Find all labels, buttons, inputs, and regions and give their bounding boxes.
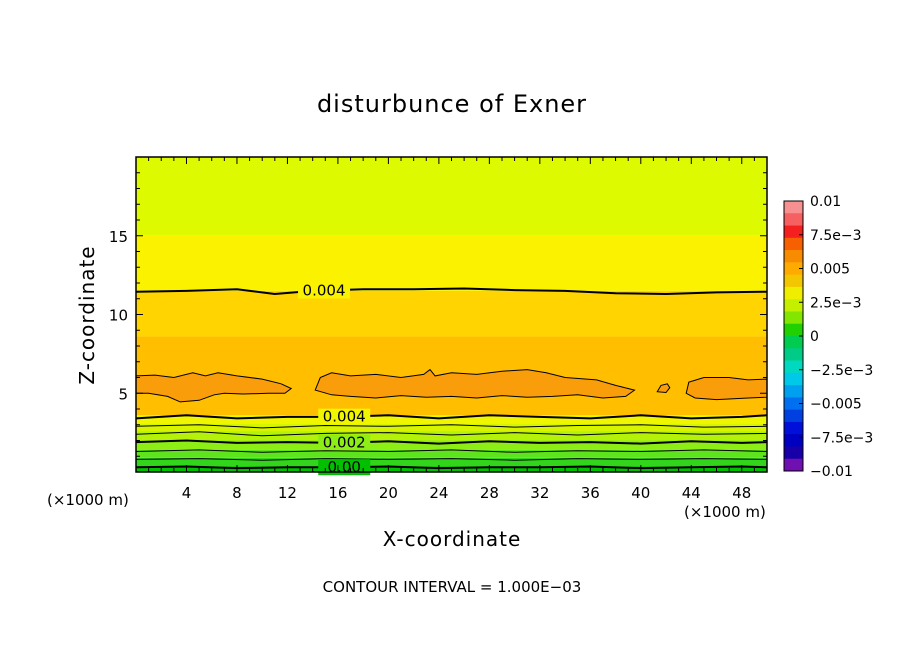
x-tick-label: 20 — [379, 484, 398, 502]
colorbar-swatch — [784, 421, 803, 435]
colorbar-tick-label: −0.005 — [810, 397, 862, 413]
colorbar-swatch — [784, 372, 803, 386]
colorbar-swatch — [784, 458, 803, 472]
plot-area — [135, 157, 768, 472]
contour-line-1 — [135, 414, 768, 420]
x-tick-label: 40 — [631, 484, 650, 502]
contour-line-7 — [135, 465, 768, 470]
colorbar-swatch — [784, 201, 803, 214]
contour-line-3 — [135, 431, 768, 437]
contour-band-8 — [136, 290, 767, 337]
orange-region-1 — [314, 368, 636, 399]
contour-line-5 — [135, 449, 768, 453]
contour-label-bg-0 — [298, 282, 351, 299]
contour-label-bg-4 — [318, 434, 371, 451]
orange-region-0 — [135, 372, 293, 403]
contour-label-1: 0.004 — [323, 408, 366, 426]
colorbar-tick-label: 2.5e−3 — [810, 295, 862, 311]
x-tick-label: 32 — [530, 484, 549, 502]
y-tick-label: 10 — [109, 307, 128, 325]
contour-band-2 — [136, 449, 767, 458]
x-tick-label: 44 — [682, 484, 701, 502]
colorbar-swatch — [784, 360, 803, 374]
x-axis-label: X-coordinate — [383, 527, 522, 551]
colorbar-swatch — [784, 213, 803, 227]
colorbar-tick-label: −0.01 — [810, 464, 853, 480]
contour-band-6 — [136, 415, 767, 424]
colorbar-swatch — [784, 299, 803, 312]
colorbar: 0.01 7.5e−3 0.005 2.5e−3 0 −2.5e−3 −0.005 −7.5e… — [783, 194, 873, 480]
colorbar-swatch — [784, 250, 803, 263]
y-tick-label: 5 — [118, 385, 128, 403]
chart-title: disturbunce of Exner — [317, 90, 587, 118]
colorbar-tick-label: 7.5e−3 — [810, 228, 862, 244]
contour-band-5 — [136, 423, 767, 432]
colorbar-swatch — [784, 397, 803, 411]
y-tick-label: 15 — [109, 228, 128, 246]
colorbar-tick-label: −2.5e−3 — [810, 363, 873, 379]
x-tick-label: 24 — [429, 484, 448, 502]
colorbar-tick-label: 0.005 — [810, 262, 850, 278]
contour-band-9 — [136, 235, 767, 291]
x-tick-label: 4 — [182, 484, 192, 502]
colorbar-tick-label: 0.01 — [810, 194, 841, 210]
colorbar-swatch — [784, 286, 803, 300]
x-tick-label: 48 — [732, 484, 751, 502]
contour-band-1 — [136, 457, 767, 467]
contour-label-7: 0.00 — [328, 458, 361, 476]
x-tick-label: 12 — [278, 484, 297, 502]
contour-label-0: 0.004 — [303, 282, 346, 300]
x-tick-label: 28 — [480, 484, 499, 502]
colorbar-swatch — [784, 385, 803, 398]
contour-band-10 — [136, 157, 767, 236]
contour-line-6 — [135, 458, 768, 461]
contour-interval-note: CONTOUR INTERVAL = 1.000E−03 — [323, 578, 582, 596]
colorbar-tick-label: −7.5e−3 — [810, 430, 873, 446]
contour-band-4 — [136, 431, 767, 441]
colorbar-swatch — [784, 434, 803, 447]
contour-line-0 — [135, 287, 768, 296]
colorbar-swatch — [784, 336, 803, 349]
colorbar-swatch — [784, 262, 803, 276]
colorbar-tick-label: 0 — [810, 329, 819, 345]
contour-line-2 — [135, 424, 768, 429]
x-tick-label: 16 — [328, 484, 347, 502]
contour-line-4 — [135, 439, 768, 445]
colorbar-swatch — [784, 225, 803, 239]
contour-band-3 — [136, 440, 767, 450]
colorbar-swatch — [784, 446, 803, 460]
x-unit-right: (×1000 m) — [684, 503, 766, 521]
x-tick-label: 36 — [581, 484, 600, 502]
colorbar-swatch — [784, 274, 803, 288]
x-unit-left: (×1000 m) — [47, 491, 129, 509]
colorbar-swatch — [784, 323, 803, 337]
colorbar-swatch — [784, 237, 803, 251]
orange-region-3 — [685, 377, 768, 401]
contour-label-bg-1 — [318, 408, 371, 425]
colorbar-swatch — [784, 311, 803, 325]
orange-region-2 — [656, 383, 671, 394]
contour-label-4: 0.002 — [323, 434, 366, 452]
x-tick-label: 8 — [232, 484, 242, 502]
contour-label-bg-7 — [318, 459, 371, 476]
colorbar-swatch — [784, 348, 803, 362]
colorbar-swatch — [784, 409, 803, 423]
y-axis-label: Z-coordinate — [75, 245, 99, 384]
